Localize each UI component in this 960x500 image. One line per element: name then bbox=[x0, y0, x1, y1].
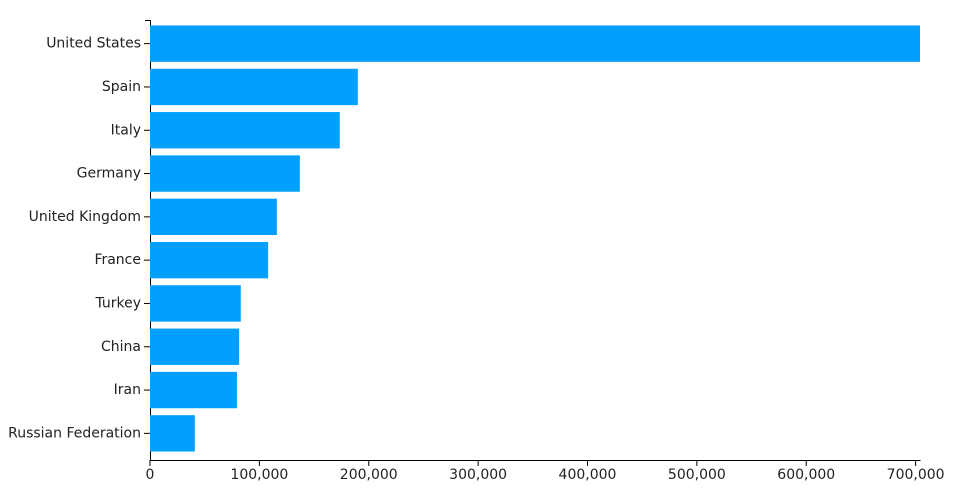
bar bbox=[150, 285, 241, 322]
y-tick-label: Germany bbox=[77, 166, 141, 182]
bar bbox=[150, 155, 300, 192]
axis-line bbox=[145, 20, 921, 461]
bar bbox=[150, 198, 277, 236]
bar bbox=[150, 415, 195, 452]
y-tick-label: Iran bbox=[114, 382, 141, 398]
x-tick-label: 600,000 bbox=[777, 467, 835, 483]
y-tick-label: Spain bbox=[102, 79, 141, 95]
y-tick-label: United States bbox=[46, 36, 141, 52]
y-tick-label: China bbox=[101, 339, 141, 355]
bar bbox=[150, 68, 358, 106]
x-tick-label: 300,000 bbox=[449, 467, 507, 483]
y-tick-label: Russian Federation bbox=[8, 425, 141, 441]
x-tick-label: 700,000 bbox=[887, 467, 945, 483]
bar bbox=[150, 328, 240, 365]
bar bbox=[150, 112, 340, 149]
y-tick-label: Turkey bbox=[94, 295, 141, 311]
x-tick-label: 0 bbox=[146, 467, 155, 483]
x-tick-label: 100,000 bbox=[230, 467, 288, 483]
bar bbox=[150, 371, 237, 409]
x-tick-label: 500,000 bbox=[668, 467, 726, 483]
x-tick-label: 200,000 bbox=[340, 467, 398, 483]
bar bbox=[150, 25, 920, 62]
y-tick-label: Italy bbox=[111, 122, 141, 138]
y-tick-label: United Kingdom bbox=[29, 209, 141, 225]
y-tick-label: France bbox=[94, 252, 141, 268]
bar bbox=[150, 241, 269, 279]
x-tick-label: 400,000 bbox=[559, 467, 617, 483]
